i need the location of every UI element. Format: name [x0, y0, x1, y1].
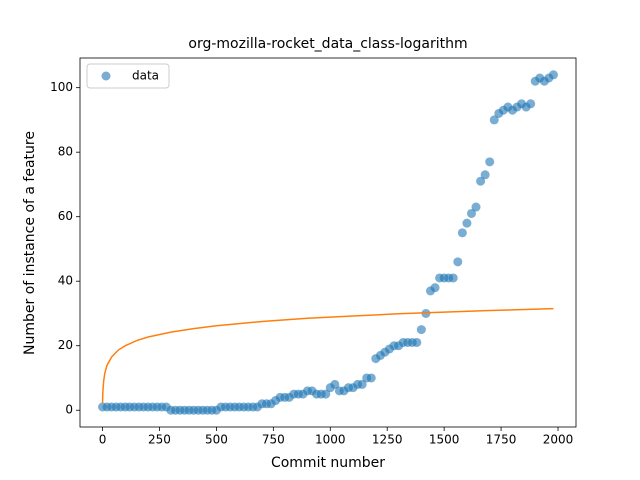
- y-tick-label: 0: [65, 403, 73, 417]
- data-point: [462, 218, 472, 228]
- x-tick-label: 0: [99, 433, 107, 447]
- x-tick-label: 1500: [429, 433, 460, 447]
- x-axis-label: Commit number: [271, 455, 385, 471]
- data-point: [366, 373, 376, 383]
- data-point: [471, 202, 481, 212]
- x-tick-label: 750: [262, 433, 285, 447]
- axes-frame: [79, 57, 577, 428]
- data-point: [453, 257, 463, 267]
- x-tick-label: 250: [148, 433, 171, 447]
- data-point: [321, 389, 331, 399]
- data-point: [489, 115, 499, 125]
- chart-title: org-mozilla-rocket_data_class-logarithm: [188, 36, 467, 52]
- y-tick-label: 20: [58, 338, 73, 352]
- y-tick-label: 80: [58, 145, 73, 159]
- x-tick-label: 1250: [372, 433, 403, 447]
- y-axis-label: Number of instance of a feature: [22, 131, 38, 355]
- data-point: [480, 170, 490, 180]
- data-point: [476, 176, 486, 186]
- fit-line: [101, 307, 554, 404]
- x-tick-label: 2000: [543, 433, 574, 447]
- data-point: [548, 70, 558, 80]
- data-point: [416, 325, 426, 335]
- y-tick-label: 60: [58, 209, 73, 223]
- data-point: [457, 228, 467, 238]
- data-point: [330, 379, 340, 389]
- legend-marker: [101, 71, 111, 81]
- data-point: [357, 379, 367, 389]
- x-tick-label: 1750: [486, 433, 517, 447]
- data-point: [430, 283, 440, 293]
- data-point: [526, 99, 536, 109]
- legend-box: [86, 63, 170, 89]
- y-tick-label: 100: [50, 80, 73, 94]
- y-tick-label: 40: [58, 274, 73, 288]
- data-point: [448, 273, 458, 283]
- legend-label: data: [132, 69, 159, 83]
- x-tick-label: 1000: [315, 433, 346, 447]
- data-point: [412, 337, 422, 347]
- data-point: [466, 208, 476, 218]
- x-tick-label: 500: [205, 433, 228, 447]
- data-point: [485, 157, 495, 167]
